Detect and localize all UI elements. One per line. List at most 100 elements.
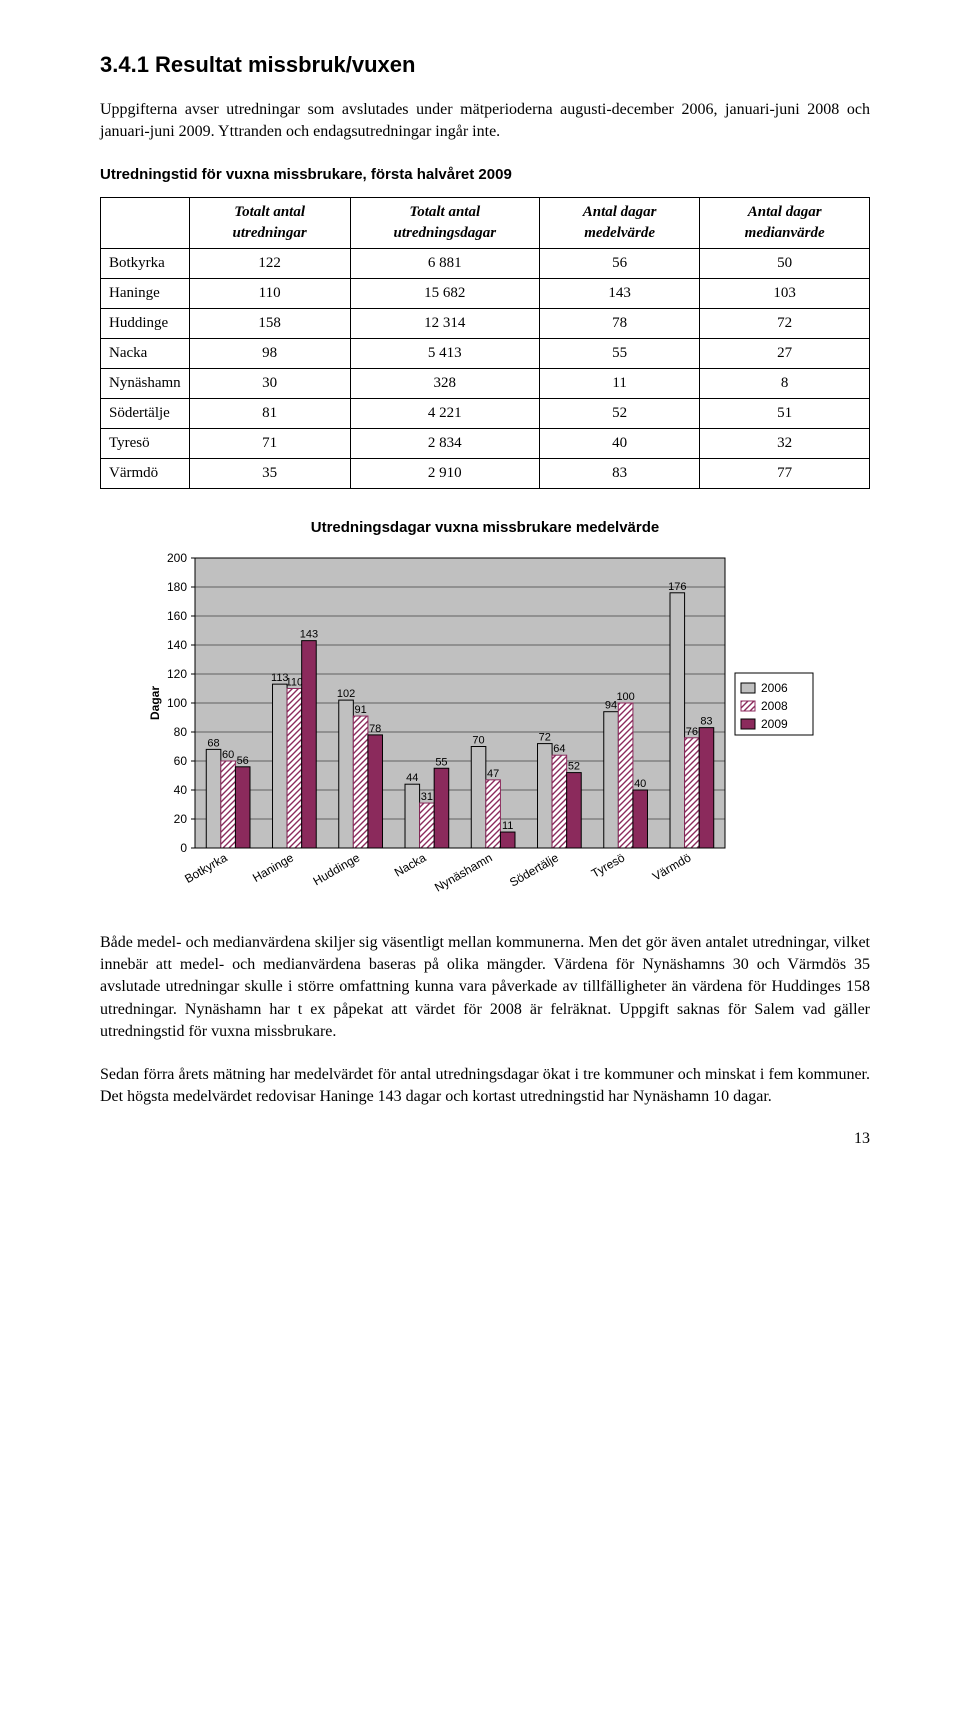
table-row: Nynäshamn30328118 (101, 368, 870, 398)
table-cell: 98 (189, 338, 350, 368)
table-cell: Huddinge (101, 308, 190, 338)
table-cell: 4 221 (350, 398, 539, 428)
table-cell: 8 (700, 368, 870, 398)
page-number: 13 (100, 1128, 870, 1150)
svg-text:55: 55 (435, 756, 447, 768)
table-row: Tyresö712 8344032 (101, 428, 870, 458)
bar-chart: 020406080100120140160180200Dagar686056Bo… (145, 548, 825, 908)
svg-text:160: 160 (167, 609, 187, 623)
table-cell: 56 (539, 248, 699, 278)
svg-text:102: 102 (337, 688, 355, 700)
svg-text:Tyresö: Tyresö (589, 850, 627, 880)
svg-text:110: 110 (286, 676, 304, 688)
body-paragraph-1: Både medel- och medianvärdena skiljer si… (100, 932, 870, 1044)
table-cell: 27 (700, 338, 870, 368)
svg-text:60: 60 (222, 749, 234, 761)
svg-text:47: 47 (487, 767, 499, 779)
table-header-row: Totalt antal utredningar Totalt antal ut… (101, 197, 870, 248)
table-cell: 55 (539, 338, 699, 368)
svg-text:60: 60 (174, 754, 188, 768)
table-cell: 143 (539, 278, 699, 308)
table-cell: 71 (189, 428, 350, 458)
svg-text:11: 11 (502, 820, 513, 832)
svg-text:143: 143 (300, 628, 318, 640)
svg-text:Nacka: Nacka (392, 850, 429, 879)
table-cell: Södertälje (101, 398, 190, 428)
table-cell: 40 (539, 428, 699, 458)
svg-text:120: 120 (167, 667, 187, 681)
col-4: Antal dagar medianvärde (700, 197, 870, 248)
table-cell: Botkyrka (101, 248, 190, 278)
section-heading: 3.4.1 Resultat missbruk/vuxen (100, 50, 870, 81)
table-row: Södertälje814 2215251 (101, 398, 870, 428)
col-3: Antal dagar medelvärde (539, 197, 699, 248)
table-cell: 11 (539, 368, 699, 398)
svg-text:Södertälje: Södertälje (507, 850, 561, 889)
svg-text:44: 44 (406, 772, 418, 784)
table-cell: Haninge (101, 278, 190, 308)
table-row: Nacka985 4135527 (101, 338, 870, 368)
svg-text:76: 76 (686, 725, 698, 737)
table-cell: 81 (189, 398, 350, 428)
table-cell: 50 (700, 248, 870, 278)
svg-text:Nynäshamn: Nynäshamn (432, 850, 494, 894)
table-cell: Nynäshamn (101, 368, 190, 398)
table-cell: 103 (700, 278, 870, 308)
svg-text:31: 31 (421, 791, 433, 803)
table-cell: 77 (700, 458, 870, 488)
svg-text:80: 80 (174, 725, 188, 739)
data-table: Totalt antal utredningar Totalt antal ut… (100, 197, 870, 489)
table-cell: 51 (700, 398, 870, 428)
svg-text:40: 40 (634, 778, 646, 790)
svg-text:2008: 2008 (761, 699, 788, 713)
table-cell: 15 682 (350, 278, 539, 308)
chart-title: Utredningsdagar vuxna missbrukare medelv… (145, 517, 825, 538)
col-1: Totalt antal utredningar (189, 197, 350, 248)
table-cell: 328 (350, 368, 539, 398)
table-cell: 52 (539, 398, 699, 428)
table-row: Värmdö352 9108377 (101, 458, 870, 488)
svg-text:140: 140 (167, 638, 187, 652)
svg-text:78: 78 (369, 722, 381, 734)
svg-text:56: 56 (237, 754, 249, 766)
table-cell: 2 910 (350, 458, 539, 488)
table-cell: 78 (539, 308, 699, 338)
table-cell: 72 (700, 308, 870, 338)
table-cell: 12 314 (350, 308, 539, 338)
svg-text:52: 52 (568, 760, 580, 772)
table-title: Utredningstid för vuxna missbrukare, för… (100, 164, 870, 185)
table-row: Haninge11015 682143103 (101, 278, 870, 308)
svg-text:Botkyrka: Botkyrka (182, 850, 230, 886)
table-cell: Nacka (101, 338, 190, 368)
table-cell: 158 (189, 308, 350, 338)
svg-text:100: 100 (616, 691, 634, 703)
svg-text:180: 180 (167, 580, 187, 594)
table-cell: 2 834 (350, 428, 539, 458)
table-cell: Tyresö (101, 428, 190, 458)
table-cell: Värmdö (101, 458, 190, 488)
table-cell: 6 881 (350, 248, 539, 278)
table-cell: 122 (189, 248, 350, 278)
col-2: Totalt antal utredningsdagar (350, 197, 539, 248)
table-row: Huddinge15812 3147872 (101, 308, 870, 338)
svg-text:Dagar: Dagar (148, 685, 162, 719)
table-cell: 32 (700, 428, 870, 458)
body-paragraph-2: Sedan förra årets mätning har medelvärde… (100, 1064, 870, 1109)
table-cell: 5 413 (350, 338, 539, 368)
table-cell: 110 (189, 278, 350, 308)
table-cell: 35 (189, 458, 350, 488)
chart-container: Utredningsdagar vuxna missbrukare medelv… (145, 517, 825, 908)
svg-text:2009: 2009 (761, 717, 788, 731)
svg-text:100: 100 (167, 696, 187, 710)
svg-text:64: 64 (553, 743, 565, 755)
svg-text:94: 94 (605, 699, 617, 711)
svg-text:176: 176 (668, 580, 686, 592)
svg-text:0: 0 (180, 841, 187, 855)
svg-text:91: 91 (355, 704, 367, 716)
svg-text:20: 20 (174, 812, 188, 826)
col-0 (101, 197, 190, 248)
svg-text:40: 40 (174, 783, 188, 797)
svg-text:Haninge: Haninge (250, 850, 296, 885)
svg-text:83: 83 (700, 715, 712, 727)
intro-paragraph: Uppgifterna avser utredningar som avslut… (100, 99, 870, 144)
